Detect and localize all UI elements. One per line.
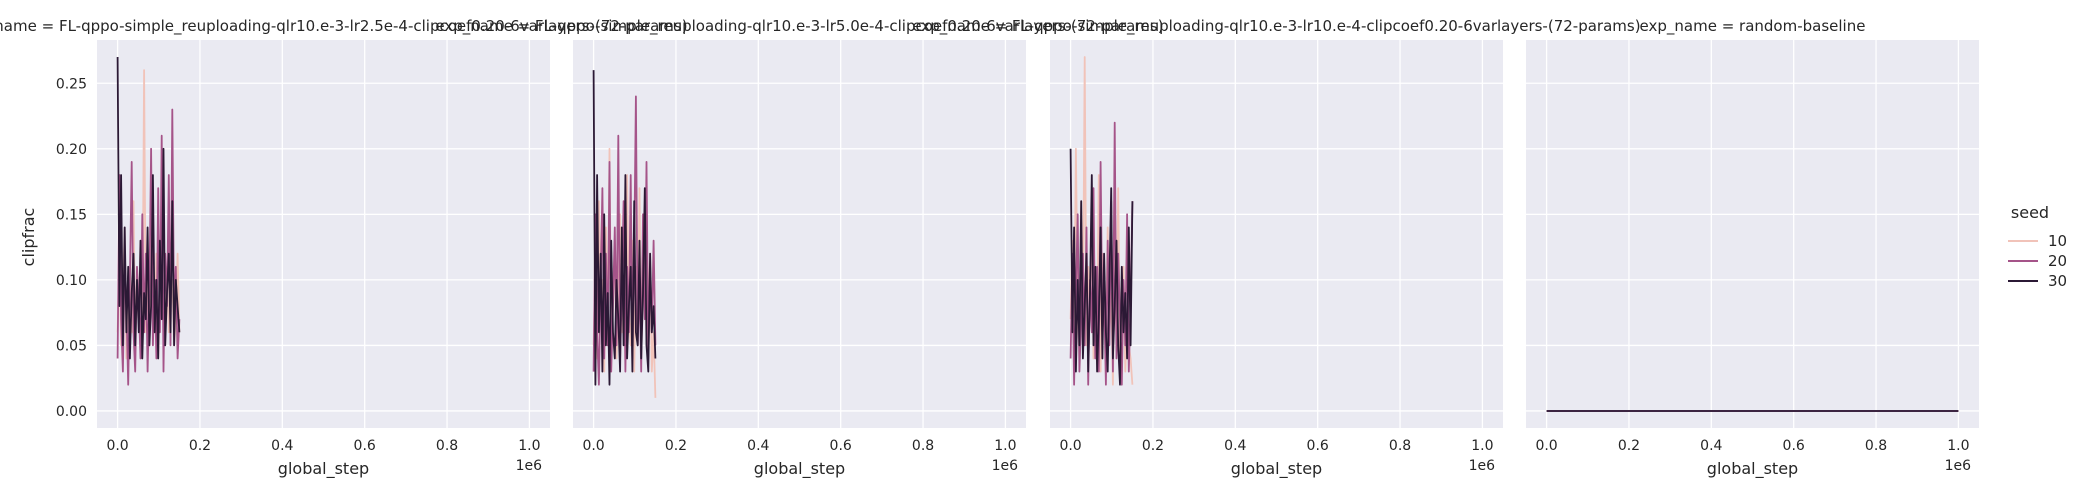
y-tick-label: 0.15 bbox=[56, 207, 87, 223]
x-tick-label: 0.2 bbox=[189, 438, 211, 454]
y-tick-label: 0.25 bbox=[56, 76, 87, 92]
x-tick-label: 0.4 bbox=[1224, 438, 1246, 454]
x-tick-label: 0.6 bbox=[1783, 438, 1805, 454]
series-line-seed-30 bbox=[592, 70, 657, 386]
x-offset-label: 1e6 bbox=[992, 458, 1019, 474]
x-axis-label: global_step bbox=[1707, 459, 1798, 479]
x-tick-label: 0.4 bbox=[747, 438, 769, 454]
legend: seed 10 20 30 bbox=[2008, 203, 2067, 290]
x-tick-label: 0.8 bbox=[912, 438, 934, 454]
legend-label: 10 bbox=[2048, 232, 2067, 250]
legend-entry: 10 bbox=[2008, 232, 2067, 250]
facet-title: exp_name = random-baseline bbox=[1640, 17, 1866, 36]
x-tick-label: 0.2 bbox=[1618, 438, 1640, 454]
x-tick-label: 1.0 bbox=[518, 438, 540, 454]
legend-label: 30 bbox=[2048, 272, 2067, 290]
facet-panel: 0.0 0.2 0.4 0.6 0.8 1.0 global_step 1e6 exp_name… bbox=[1526, 17, 1979, 479]
x-offset-label: 1e6 bbox=[516, 458, 543, 474]
x-tick-label: 0.2 bbox=[665, 438, 687, 454]
x-tick-label: 1.0 bbox=[1947, 438, 1969, 454]
facet-panel: 0.0 0.2 0.4 0.6 0.8 1.0 0.00 0.05 0.10 0.15 0.20 0.… bbox=[0, 17, 688, 479]
y-tick-label: 0.05 bbox=[56, 338, 87, 354]
x-tick-label: 0.8 bbox=[436, 438, 458, 454]
x-tick-label: 0.6 bbox=[830, 438, 852, 454]
y-tick-label: 0.00 bbox=[56, 404, 87, 420]
chart-panels: 0.0 0.2 0.4 0.6 0.8 1.0 0.00 0.05 0.10 0.15 0.20 0.… bbox=[0, 17, 1979, 479]
legend-entry: 30 bbox=[2008, 272, 2067, 290]
facet-title: exp_name = FL-qppo-simple_reuploading-ql… bbox=[0, 17, 688, 36]
x-tick-label: 0.4 bbox=[1700, 438, 1722, 454]
x-tick-label: 0.8 bbox=[1389, 438, 1411, 454]
facet-panel: 0.0 0.2 0.4 0.6 0.8 1.0 global_step 1e6 exp_name… bbox=[912, 17, 1640, 479]
y-tick-label: 0.20 bbox=[56, 142, 87, 158]
x-tick-label: 0.0 bbox=[106, 438, 128, 454]
facet-title: exp_name = FL-qppo-simple_reuploading-ql… bbox=[912, 17, 1640, 36]
x-tick-label: 0.6 bbox=[354, 438, 376, 454]
x-offset-label: 1e6 bbox=[1469, 458, 1496, 474]
x-axis-label: global_step bbox=[278, 459, 369, 479]
series-line-seed-30 bbox=[1069, 148, 1134, 386]
x-tick-label: 1.0 bbox=[1471, 438, 1493, 454]
y-tick-label: 0.10 bbox=[56, 273, 87, 289]
series-line-seed-30 bbox=[116, 56, 181, 360]
x-tick-label: 0.8 bbox=[1865, 438, 1887, 454]
legend-title: seed bbox=[2011, 203, 2049, 222]
x-tick-label: 0.6 bbox=[1307, 438, 1329, 454]
legend-label: 20 bbox=[2048, 252, 2067, 270]
x-tick-label: 0.0 bbox=[1059, 438, 1081, 454]
x-axis-label: global_step bbox=[754, 459, 845, 479]
x-axis-label: global_step bbox=[1231, 459, 1322, 479]
x-tick-label: 0.4 bbox=[271, 438, 293, 454]
x-offset-label: 1e6 bbox=[1945, 458, 1972, 474]
x-tick-label: 0.0 bbox=[1535, 438, 1557, 454]
y-axis-label: clipfrac bbox=[19, 208, 38, 267]
legend-entry: 20 bbox=[2008, 252, 2067, 270]
plot-background bbox=[1526, 40, 1979, 428]
facet-title: exp_name = FL-qppo-simple_reuploading-ql… bbox=[435, 17, 1163, 36]
x-tick-label: 0.2 bbox=[1142, 438, 1164, 454]
facet-panel: 0.0 0.2 0.4 0.6 0.8 1.0 global_step 1e6 exp_name… bbox=[435, 17, 1163, 479]
x-tick-label: 1.0 bbox=[994, 438, 1016, 454]
x-tick-label: 0.0 bbox=[582, 438, 604, 454]
